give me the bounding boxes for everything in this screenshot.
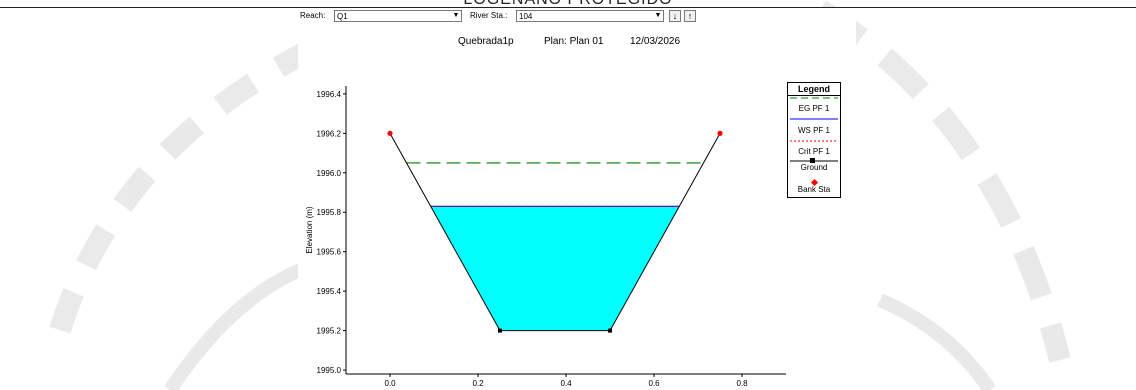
legend-item-ground: Ground <box>800 163 828 172</box>
y-tick-label: 1996.2 <box>317 129 342 138</box>
chevron-down-icon: ▼ <box>452 12 460 19</box>
river-sta-value: 104 <box>519 12 533 21</box>
ground-point <box>498 328 502 333</box>
plot-date: 12/03/2026 <box>630 36 681 47</box>
ground-point <box>608 328 612 333</box>
ground-line <box>389 133 721 332</box>
y-tick-label: 1996.0 <box>317 169 342 178</box>
legend: Legend EG PF 1 WS PF 1 Crit PF 1 Ground … <box>787 82 841 198</box>
prev-station-button[interactable]: ↓ <box>669 10 681 22</box>
toolbar: Reach: Q1 ▼ River Sta.: 104 ▼ ↓ ↑ <box>298 8 856 26</box>
x-tick-label: 0.2 <box>472 379 484 388</box>
water-fill <box>430 206 680 331</box>
cross-section-chart: 1995.0 1995.2 1995.4 1995.6 1995.8 1996.0 1996… <box>305 86 786 388</box>
legend-title: Legend <box>788 83 840 96</box>
next-station-button[interactable]: ↑ <box>684 10 696 22</box>
legend-item-bank: Bank Sta <box>797 185 831 194</box>
y-tick-label: 1995.8 <box>317 208 342 217</box>
page-heading: LOGENANO PROTEGIDO <box>0 0 1136 9</box>
y-tick-label: 1996.4 <box>317 90 342 99</box>
reach-label: Reach: <box>300 11 326 20</box>
x-tick-label: 0.8 <box>736 379 748 388</box>
bank-station-marker <box>717 130 723 136</box>
legend-item-crit: Crit PF 1 <box>798 147 830 156</box>
chevron-down-icon: ▼ <box>654 12 662 19</box>
y-tick-label: 1995.0 <box>317 366 342 375</box>
river-sta-label: River Sta.: <box>470 11 508 20</box>
y-tick-label: 1995.4 <box>317 287 342 296</box>
reach-select[interactable]: Q1 ▼ <box>334 10 462 22</box>
project-name: Quebrada1p <box>458 36 514 47</box>
x-tick-label: 0.4 <box>560 379 572 388</box>
y-tick-label: 1995.6 <box>317 248 342 257</box>
top-divider <box>0 7 1136 8</box>
legend-item-ws: WS PF 1 <box>797 126 830 135</box>
reach-value: Q1 <box>337 12 348 21</box>
y-tick-label: 1995.2 <box>317 327 342 336</box>
x-tick-label: 0.6 <box>648 379 660 388</box>
cross-section-panel: Reach: Q1 ▼ River Sta.: 104 ▼ ↓ ↑ Quebra… <box>298 8 856 390</box>
arrow-up-icon: ↑ <box>687 11 693 21</box>
legend-symbols <box>790 97 838 187</box>
legend-ground-marker <box>810 158 815 163</box>
legend-bank-marker <box>810 178 819 187</box>
legend-item-eg: EG PF 1 <box>798 104 830 113</box>
river-sta-select[interactable]: 104 ▼ <box>516 10 664 22</box>
bank-station-marker <box>387 130 393 136</box>
arrow-down-icon: ↓ <box>672 11 678 21</box>
y-axis-label: Elevation (m) <box>305 206 314 253</box>
x-tick-label: 0.0 <box>384 379 396 388</box>
plan-name: Plan: Plan 01 <box>544 36 604 47</box>
